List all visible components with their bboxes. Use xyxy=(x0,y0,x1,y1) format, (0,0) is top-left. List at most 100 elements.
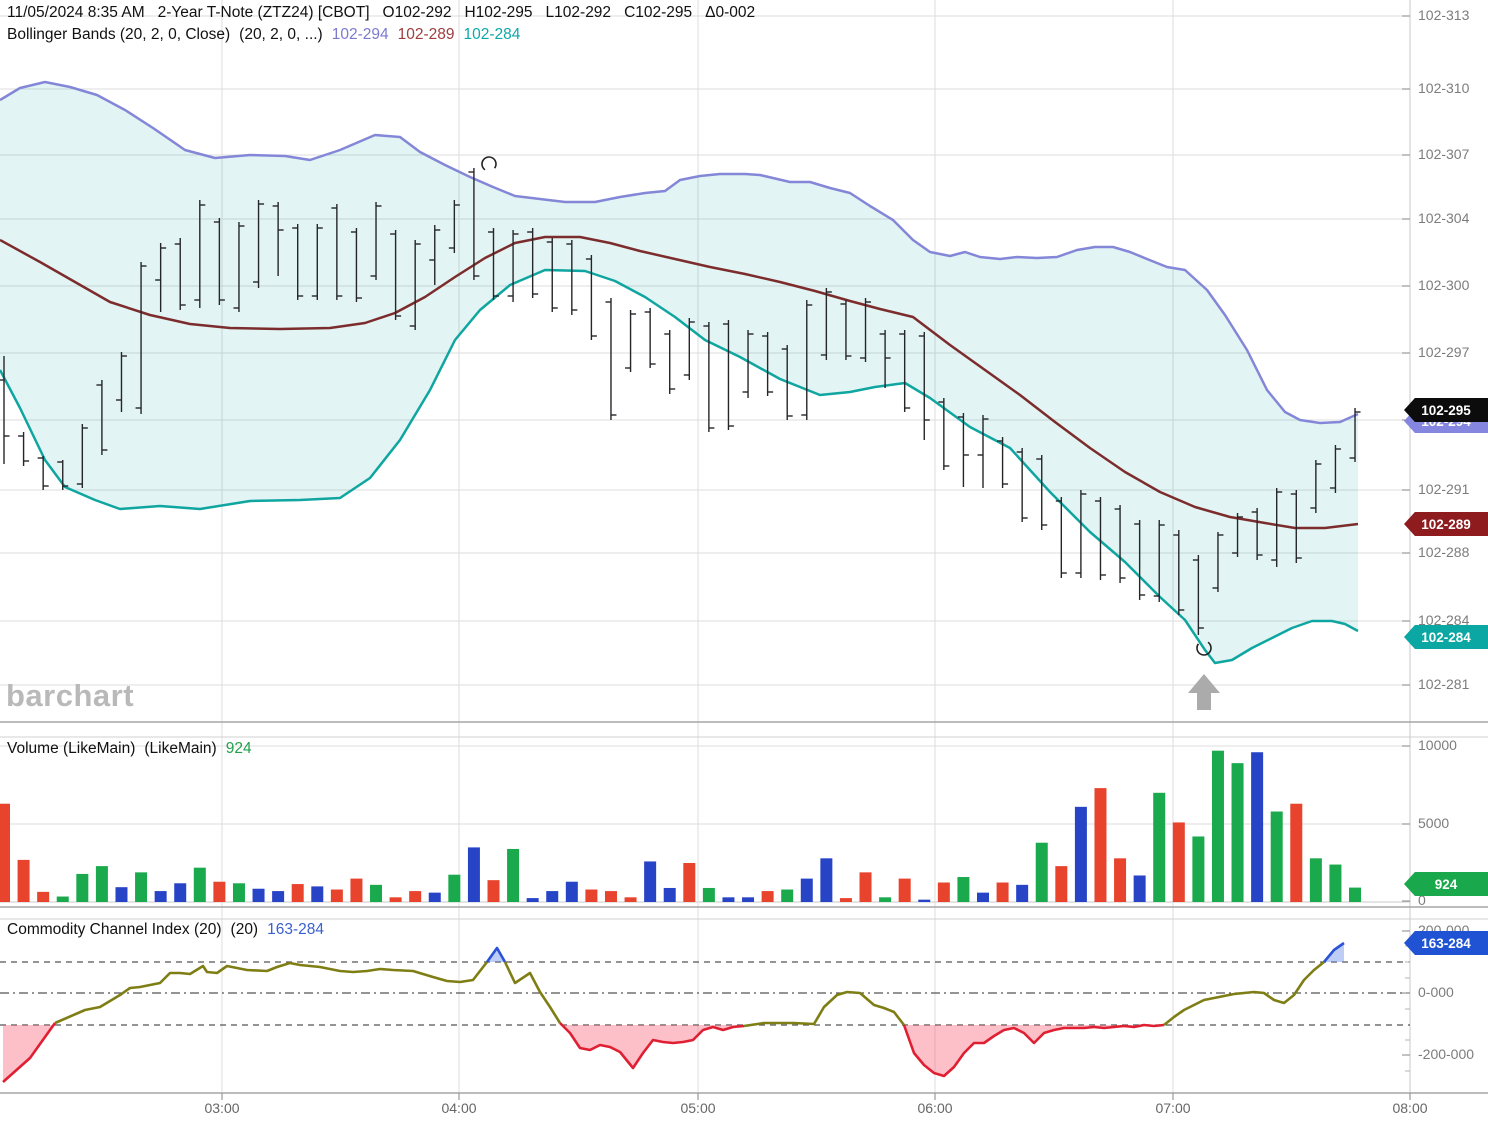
price-bar xyxy=(1036,455,1048,530)
price-bar xyxy=(938,398,950,470)
volume-bar xyxy=(624,897,637,902)
cci-value: 163-284 xyxy=(267,921,324,938)
volume-bar xyxy=(585,889,598,902)
price-bar xyxy=(253,200,265,288)
volume-bar xyxy=(1172,822,1185,902)
volume-bar xyxy=(448,874,461,902)
price-bar xyxy=(781,345,793,420)
price-bar xyxy=(1212,532,1224,592)
volume-bar xyxy=(409,891,422,902)
time-axis-label: 06:00 xyxy=(917,1100,953,1116)
volume-bar xyxy=(174,883,187,902)
volume-bar xyxy=(977,892,989,902)
volume-bar xyxy=(467,847,480,902)
price-bar xyxy=(429,225,441,285)
barchart-logo: barchart xyxy=(6,678,135,713)
volume-bar xyxy=(1309,858,1322,902)
volume-bar xyxy=(800,878,813,902)
volume-legend[interactable]: Volume (LikeMain) (LikeMain) 924 xyxy=(7,740,261,758)
volume-bar xyxy=(487,880,500,902)
indicator-legend[interactable]: Bollinger Bands (20, 2, 0, Close) (20, 2,… xyxy=(7,26,529,44)
price-bar xyxy=(488,228,499,300)
volume-bar xyxy=(56,896,69,902)
volume-bar xyxy=(1290,803,1303,902)
volume-bar xyxy=(370,884,383,902)
price-bar xyxy=(1192,555,1204,635)
volume-axis-label: 5000 xyxy=(1418,815,1450,831)
price-bar xyxy=(1114,505,1126,583)
price-bar xyxy=(918,332,930,440)
volume-bar xyxy=(1192,836,1205,902)
title-datetime: 11/05/2024 8:35 AM xyxy=(7,4,145,21)
price-bar xyxy=(1329,445,1341,493)
volume-bar xyxy=(1055,866,1068,902)
price-axis-label: 102-304 xyxy=(1418,210,1470,226)
volume-bar xyxy=(683,863,696,902)
volume-bar xyxy=(996,882,1009,902)
volume-bar xyxy=(311,886,324,902)
price-bar xyxy=(0,356,10,464)
volume-label2: (LikeMain) xyxy=(144,740,217,757)
volume-bar xyxy=(937,882,950,902)
volume-bar xyxy=(76,873,89,902)
volume-bar xyxy=(135,872,148,902)
volume-bar xyxy=(0,803,10,902)
price-axis-label: 102-313 xyxy=(1418,7,1470,23)
price-bar xyxy=(507,230,519,302)
volume-bar xyxy=(879,897,892,902)
price-bar xyxy=(1349,408,1361,462)
time-axis-label: 03:00 xyxy=(204,1100,240,1116)
price-axis-label: 102-284 xyxy=(1418,612,1470,628)
volume-bar xyxy=(252,888,265,902)
price-bar xyxy=(742,330,754,398)
volume-bar xyxy=(193,867,206,902)
price-bar xyxy=(957,413,969,487)
cci-legend[interactable]: Commodity Channel Index (20) (20) 163-284 xyxy=(7,921,333,939)
price-bar xyxy=(1173,530,1185,615)
price-axis-label: 102-310 xyxy=(1418,80,1470,96)
volume-bar xyxy=(37,891,50,902)
bb-upper-value: 102-294 xyxy=(331,26,389,43)
price-bar xyxy=(448,200,460,253)
up-arrow-marker xyxy=(1188,674,1220,710)
price-bar xyxy=(213,218,225,305)
price-bar xyxy=(801,300,813,420)
volume-bar xyxy=(330,889,343,902)
volume-bar xyxy=(1251,752,1264,902)
volume-bar xyxy=(839,898,852,902)
volume-label: Volume (LikeMain) xyxy=(7,740,136,757)
time-axis-label: 05:00 xyxy=(680,1100,716,1116)
price-bar xyxy=(135,262,147,414)
volume-bar xyxy=(663,887,676,902)
last-price-badge: 102-295 xyxy=(1404,398,1488,422)
price-bar xyxy=(76,424,88,488)
title-high: H102-295 xyxy=(464,4,533,21)
price-bar xyxy=(1310,460,1322,513)
volume-axis-label: 10000 xyxy=(1418,737,1457,753)
volume-bar xyxy=(232,883,245,902)
volume-bar xyxy=(546,891,559,902)
volume-bar xyxy=(115,887,128,902)
title-open: O102-292 xyxy=(382,4,452,21)
price-bar xyxy=(292,224,304,300)
price-bar xyxy=(860,298,872,362)
cci-axis-label: -200-000 xyxy=(1418,1046,1475,1062)
volume-bar xyxy=(1329,864,1342,902)
cci-label: Commodity Channel Index (20) xyxy=(7,921,222,938)
volume-bar xyxy=(95,866,108,902)
time-axis-label: 07:00 xyxy=(1155,1100,1191,1116)
price-bar xyxy=(566,240,578,315)
price-bar xyxy=(1094,497,1106,580)
price-bar xyxy=(879,330,891,388)
price-bar xyxy=(820,288,832,360)
volume-bar xyxy=(1094,788,1107,902)
price-bar xyxy=(390,230,402,320)
price-bar xyxy=(194,200,206,308)
signal-circle xyxy=(481,156,497,172)
cci-axis-label: 0-000 xyxy=(1418,984,1454,1000)
price-bar xyxy=(997,437,1009,488)
price-bar xyxy=(350,228,362,302)
volume-bar xyxy=(213,881,226,902)
